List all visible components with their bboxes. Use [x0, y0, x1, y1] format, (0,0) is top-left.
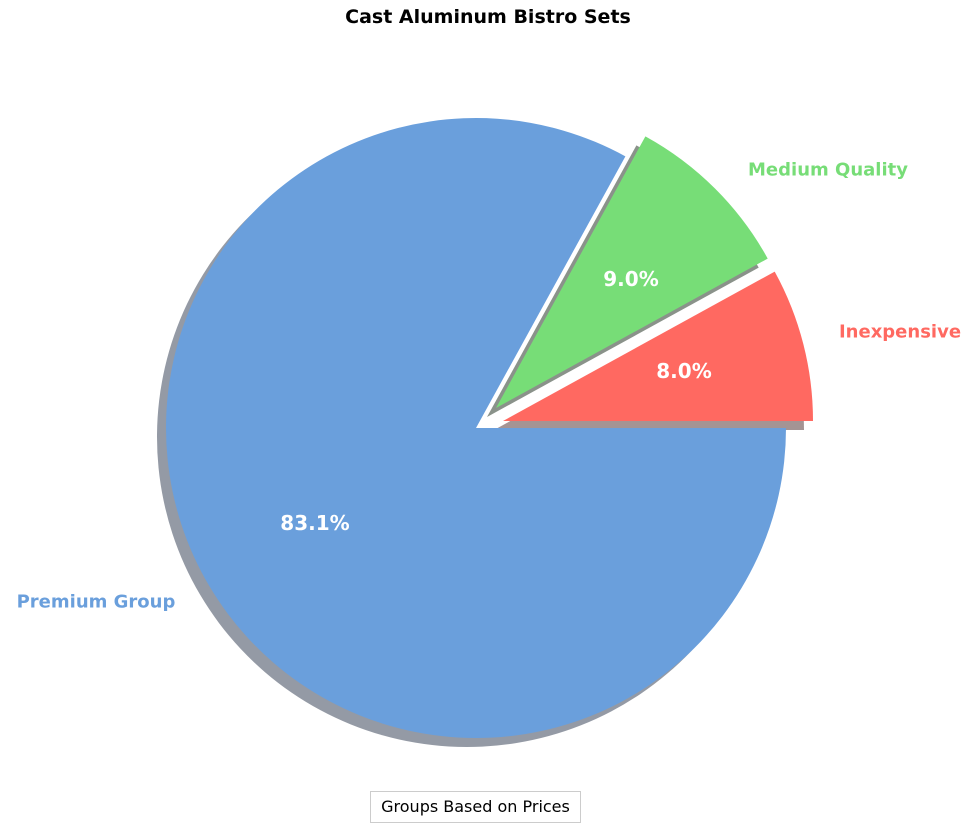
pct-premium-group: 83.1%	[280, 511, 350, 535]
pct-inexpensive: 8.0%	[656, 359, 712, 383]
slice-inexpensive[interactable]	[503, 271, 814, 421]
slice-premium-group[interactable]	[165, 118, 787, 739]
label-inexpensive: Inexpensive	[838, 321, 962, 343]
label-medium-quality: Medium Quality	[748, 159, 908, 181]
slice-medium-quality[interactable]	[496, 136, 768, 408]
pct-medium-quality: 9.0%	[603, 267, 659, 291]
label-premium-group: Premium Group	[16, 591, 176, 613]
chart-title: Cast Aluminum Bistro Sets	[345, 6, 631, 28]
chart-caption: Groups Based on Prices	[370, 791, 581, 823]
